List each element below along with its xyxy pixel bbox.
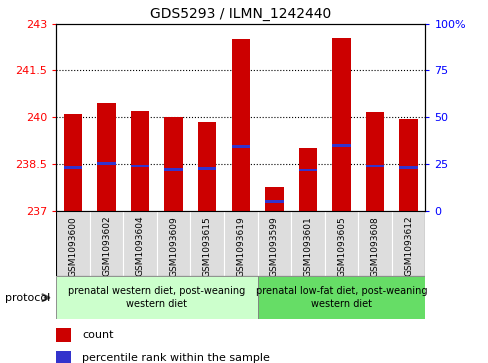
Text: GSM1093600: GSM1093600 [68, 216, 78, 277]
Text: GSM1093605: GSM1093605 [336, 216, 346, 277]
Bar [365, 113, 384, 211]
Bar [264, 187, 283, 211]
Bar [231, 39, 249, 211]
Bar [97, 162, 116, 165]
Bar [391, 211, 425, 276]
Text: prenatal western diet, post-weaning
western diet: prenatal western diet, post-weaning west… [68, 286, 245, 309]
Text: GSM1093619: GSM1093619 [236, 216, 245, 277]
Bar [190, 211, 224, 276]
Text: GSM1093615: GSM1093615 [203, 216, 211, 277]
Bar [399, 119, 417, 211]
Bar [365, 164, 384, 167]
Bar [164, 117, 183, 211]
Bar [164, 168, 183, 171]
Bar [56, 328, 71, 342]
Title: GDS5293 / ILMN_1242440: GDS5293 / ILMN_1242440 [150, 7, 331, 21]
Text: GSM1093612: GSM1093612 [403, 216, 412, 276]
Bar [90, 211, 123, 276]
Bar [63, 114, 82, 211]
Bar [257, 276, 425, 319]
Bar [123, 211, 157, 276]
Bar [324, 211, 358, 276]
Bar [131, 111, 149, 211]
Bar [56, 211, 90, 276]
Bar [399, 166, 417, 169]
Bar [224, 211, 257, 276]
Bar [56, 351, 71, 363]
Bar [332, 144, 350, 147]
Bar [157, 211, 190, 276]
Bar [56, 276, 257, 319]
Bar [231, 145, 249, 148]
Text: GSM1093599: GSM1093599 [269, 216, 278, 277]
Text: GSM1093602: GSM1093602 [102, 216, 111, 276]
Bar [198, 167, 216, 170]
Bar [97, 103, 116, 211]
Bar [264, 200, 283, 203]
Bar [298, 148, 317, 211]
Text: GSM1093604: GSM1093604 [135, 216, 144, 276]
Text: count: count [82, 330, 113, 340]
Bar [198, 122, 216, 211]
Bar [358, 211, 391, 276]
Bar [257, 211, 290, 276]
Bar [290, 211, 324, 276]
Bar [131, 164, 149, 167]
Text: protocol: protocol [5, 293, 50, 303]
Text: percentile rank within the sample: percentile rank within the sample [82, 354, 269, 363]
Bar [332, 38, 350, 211]
Bar [63, 166, 82, 169]
Text: GSM1093608: GSM1093608 [370, 216, 379, 277]
Bar [298, 169, 317, 171]
Text: prenatal low-fat diet, post-weaning
western diet: prenatal low-fat diet, post-weaning west… [255, 286, 427, 309]
Text: GSM1093609: GSM1093609 [169, 216, 178, 277]
Text: GSM1093601: GSM1093601 [303, 216, 312, 277]
